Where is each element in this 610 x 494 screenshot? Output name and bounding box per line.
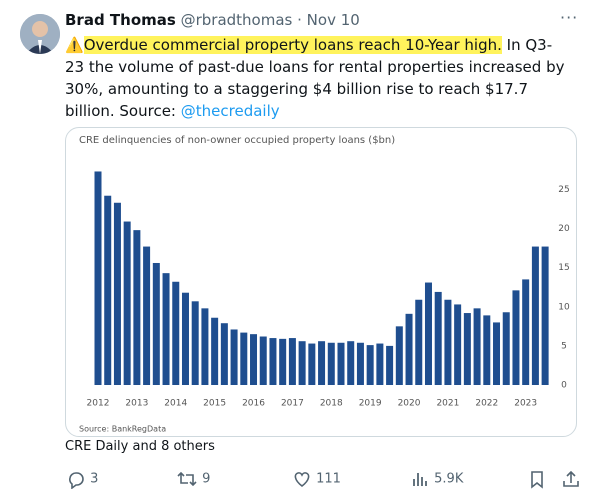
bar	[250, 334, 258, 385]
chart-title: CRE delinquencies of non-owner occupied …	[79, 135, 395, 146]
views-button[interactable]: 5.9K	[410, 469, 463, 489]
bar	[512, 290, 520, 385]
bar	[483, 315, 491, 385]
bar	[162, 273, 170, 385]
avatar-image	[20, 14, 60, 54]
bar	[298, 341, 306, 385]
bar	[522, 279, 530, 385]
bar	[279, 338, 287, 385]
bar	[531, 246, 539, 385]
highlighted-text: Overdue commercial property loans reach …	[83, 36, 502, 54]
bar	[220, 323, 228, 385]
bar	[395, 326, 403, 385]
bookmark-icon	[531, 471, 543, 489]
chart: CRE delinquencies of non-owner occupied …	[79, 135, 570, 434]
bar	[201, 308, 209, 385]
bar	[376, 343, 384, 385]
bar	[123, 221, 131, 385]
reply-button[interactable]: 3	[66, 469, 99, 490]
reply-icon	[69, 472, 84, 490]
bar	[104, 195, 112, 385]
bar	[541, 246, 549, 385]
views-icon	[413, 473, 427, 486]
share-icon	[563, 470, 579, 487]
x-tick-label: 2023	[514, 399, 537, 409]
like-button[interactable]: 111	[292, 469, 341, 489]
x-tick-label: 2014	[164, 399, 187, 409]
bar	[347, 341, 355, 385]
y-tick-label: 25	[558, 185, 569, 195]
bar	[94, 171, 102, 385]
bar	[502, 312, 510, 385]
reply-count: 3	[90, 471, 99, 487]
bar	[269, 338, 277, 385]
retweet-button[interactable]: 9	[176, 469, 210, 489]
bar	[288, 338, 296, 385]
tweet-time[interactable]: · Nov 10	[297, 11, 360, 29]
bar	[152, 262, 160, 385]
bar	[327, 342, 335, 385]
bookmark-button[interactable]	[527, 469, 547, 489]
tweet-body: In Q3-23 the volume of past-due loans fo…	[65, 36, 565, 120]
bar	[386, 345, 394, 385]
x-tick-label: 2012	[87, 399, 110, 409]
bar	[493, 322, 501, 385]
bar	[444, 299, 452, 385]
views-count: 5.9K	[434, 471, 464, 487]
share-button[interactable]	[561, 469, 581, 489]
bar	[473, 308, 481, 385]
retweet-count: 9	[202, 471, 211, 487]
chart-card[interactable]: CRE delinquencies of non-owner occupied …	[65, 127, 577, 437]
y-tick-label: 0	[561, 381, 567, 391]
liked-by[interactable]: CRE Daily and 8 others	[65, 439, 215, 454]
y-tick-label: 15	[558, 263, 569, 273]
x-tick-label: 2021	[436, 399, 459, 409]
bar	[405, 313, 413, 385]
x-tick-label: 2015	[203, 399, 226, 409]
bar	[211, 317, 219, 385]
y-tick-label: 20	[558, 224, 570, 234]
bar	[230, 329, 238, 385]
x-tick-label: 2018	[320, 399, 343, 409]
bar	[259, 336, 267, 385]
bar	[366, 345, 374, 385]
x-tick-label: 2017	[281, 399, 304, 409]
x-tick-label: 2013	[125, 399, 148, 409]
bar	[337, 342, 345, 385]
tweet-text: ⚠️Overdue commercial property loans reac…	[65, 34, 565, 122]
bar	[434, 291, 442, 385]
tweet-header: Brad Thomas @rbradthomas · Nov 10	[65, 11, 360, 29]
x-tick-label: 2020	[398, 399, 421, 409]
avatar[interactable]	[20, 14, 60, 54]
bar	[133, 230, 141, 385]
emoji: ⚠️	[65, 36, 84, 54]
bar	[181, 292, 189, 385]
like-icon	[294, 472, 310, 488]
y-tick-label: 10	[558, 302, 570, 312]
bar	[240, 332, 248, 385]
bar	[424, 282, 432, 385]
bar	[143, 246, 151, 385]
mention-link[interactable]: @thecredaily	[180, 102, 280, 120]
x-tick-label: 2016	[242, 399, 265, 409]
x-tick-label: 2019	[359, 399, 382, 409]
chart-source: Source: BankRegData	[79, 425, 166, 434]
bar	[463, 313, 471, 385]
bar	[318, 341, 326, 385]
retweet-icon	[177, 471, 197, 487]
x-tick-label: 2022	[475, 399, 498, 409]
bar	[356, 342, 364, 385]
like-count: 111	[316, 471, 341, 487]
bar	[191, 301, 199, 385]
bar	[454, 304, 462, 385]
bar	[308, 343, 316, 385]
y-tick-label: 5	[561, 341, 567, 351]
bar	[415, 299, 423, 385]
author-handle[interactable]: @rbradthomas	[180, 11, 293, 29]
bar	[113, 202, 121, 385]
more-button[interactable]: ···	[560, 8, 579, 27]
bar	[172, 281, 180, 385]
author-name[interactable]: Brad Thomas	[65, 11, 176, 29]
